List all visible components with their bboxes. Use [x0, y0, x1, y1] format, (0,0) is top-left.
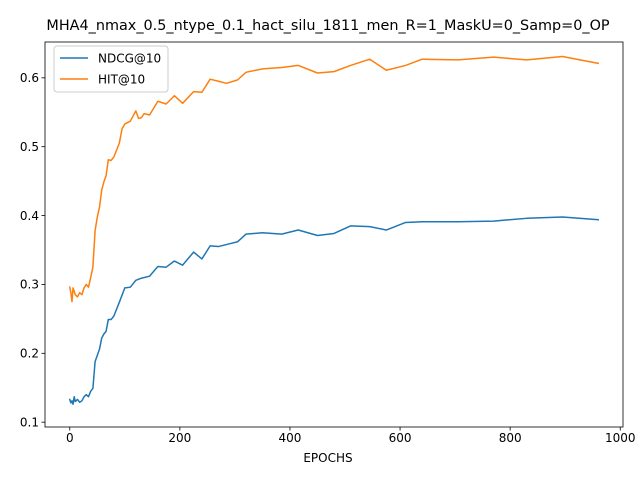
x-tick-label: 800: [499, 431, 522, 445]
chart-title: MHA4_nmax_0.5_ntype_0.1_hact_silu_1811_m…: [46, 18, 609, 34]
legend: NDCG@10 HIT@10: [53, 45, 169, 93]
series-line-ndcg-10: [68, 216, 600, 406]
legend-label: HIT@10: [98, 73, 145, 87]
series-line-hit-10: [68, 55, 600, 303]
x-tick-label: 400: [279, 431, 302, 445]
y-tick-label: 0.4: [20, 209, 39, 223]
x-tick-label: 1000: [605, 431, 636, 445]
y-tick-label: 0.6: [20, 71, 39, 85]
series-layer: [68, 55, 600, 406]
axes-layer: 0 200 400 600 800 1000 0.1 0.2 0.3 0.4 0.5 0.6: [20, 41, 636, 445]
axes-frame: [44, 41, 624, 428]
y-tick-label: 0.5: [20, 140, 39, 154]
x-tick-label: 0: [66, 431, 74, 445]
legend-label: NDCG@10: [98, 52, 161, 66]
y-tick-label: 0.3: [20, 278, 39, 292]
y-tick-label: 0.2: [20, 347, 39, 361]
plot-area: [45, 42, 623, 427]
x-axis-label: EPOCHS: [303, 451, 352, 465]
x-tick-label: 200: [168, 431, 191, 445]
x-tick-label: 600: [389, 431, 412, 445]
y-tick-label: 0.1: [20, 415, 39, 429]
plot-background: [45, 42, 623, 427]
